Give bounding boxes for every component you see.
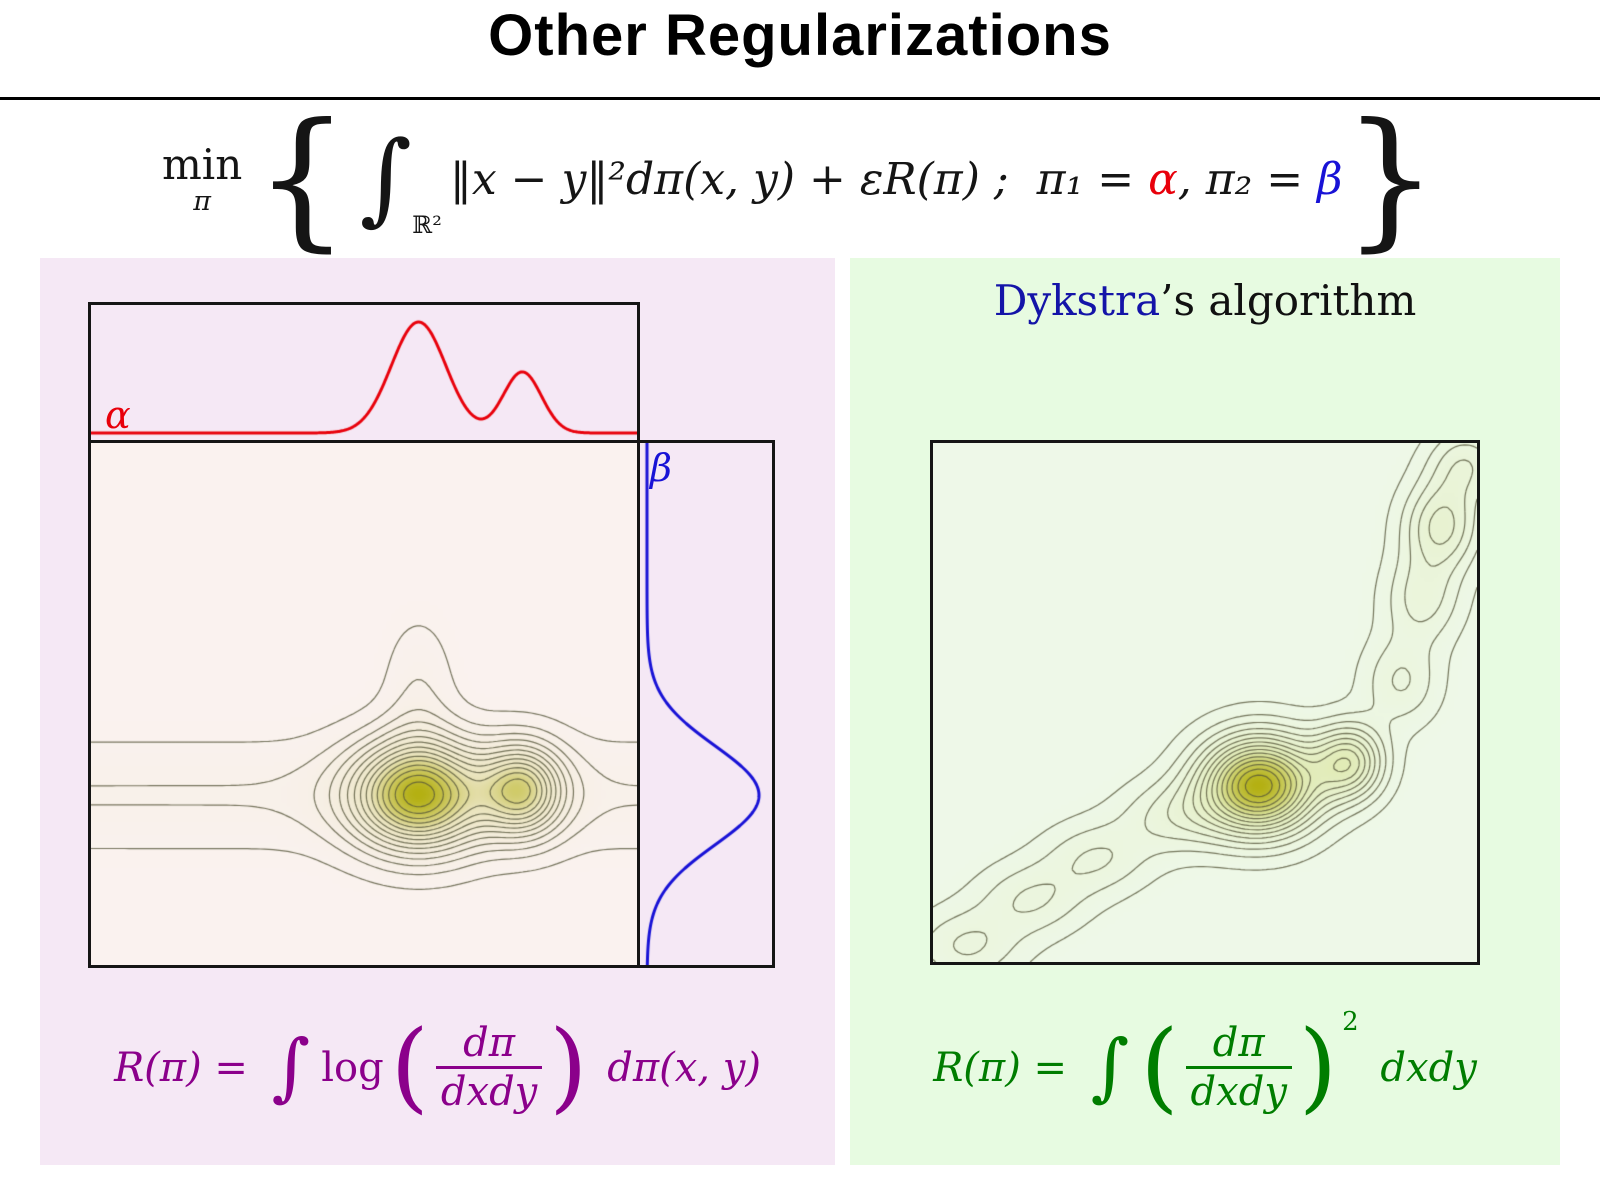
entropic-regularization-panel: α β R(π) = ∫ log ( dπ dxdy ) dπ(x, y) [40, 258, 835, 1165]
alpha-symbol: α [1148, 153, 1178, 205]
integral-sign: ∫ [271, 1024, 311, 1111]
dykstra-name: Dykstra [993, 276, 1161, 325]
slide-title: Other Regularizations [488, 3, 1112, 68]
objective-body: ‖x − y‖²dπ(x, y) + εR(π) ; π₁ = [449, 153, 1149, 205]
constraint-mid: , π₂ = [1177, 153, 1318, 205]
dykstra-plot-box [930, 440, 1480, 965]
main-objective-formula: min π { ∫ ℝ² ‖x − y‖²dπ(x, y) + εR(π) ; … [0, 102, 1600, 256]
min-subscript-pi: π [193, 185, 211, 217]
title-divider [0, 97, 1600, 100]
density-fraction: dπ dxdy [435, 1020, 543, 1115]
entropy-regularizer-formula: R(π) = ∫ log ( dπ dxdy ) dπ(x, y) [40, 1000, 835, 1135]
left-paren: ( [1140, 1009, 1179, 1124]
regularizer-lhs: R(π) = [933, 1044, 1080, 1091]
dykstra-contour-plot [933, 443, 1477, 962]
integral-operator: ∫ ℝ² [359, 119, 442, 240]
right-paren: ) [1298, 1009, 1338, 1124]
integral-domain: ℝ² [412, 211, 442, 239]
integral-sign: ∫ [359, 119, 412, 236]
alpha-marginal-plot [91, 305, 637, 440]
right-paren: ) [549, 1009, 588, 1124]
min-operator: min π [161, 139, 243, 217]
fraction-numerator: dπ [1212, 1020, 1265, 1066]
right-brace: } [1342, 91, 1439, 266]
dykstra-heading: Dykstra’s algorithm [850, 276, 1560, 325]
exponent-two: 2 [1342, 1006, 1359, 1037]
left-paren: ( [390, 1009, 429, 1124]
left-brace: { [254, 91, 350, 266]
beta-label: β [650, 446, 672, 490]
quadratic-regularization-panel: Dykstra’s algorithm R(π) = ∫ ( dπ dxdy )… [850, 258, 1560, 1165]
alpha-marginal-box: α [88, 302, 640, 443]
dykstra-heading-rest: ’s algorithm [1160, 276, 1417, 325]
fraction-denominator: dxdy [435, 1066, 543, 1115]
regularizer-tail: dxdy [1367, 1044, 1477, 1091]
alpha-label: α [105, 393, 131, 437]
min-word: min [161, 139, 243, 189]
quadratic-regularizer-formula: R(π) = ∫ ( dπ dxdy ) 2 dxdy [850, 1000, 1560, 1135]
joint-density-box [88, 440, 640, 968]
regularizer-lhs: R(π) = [114, 1044, 261, 1091]
beta-marginal-box: β [637, 440, 775, 968]
regularizer-tail: dπ(x, y) [594, 1044, 761, 1091]
joint-density-contour-plot [91, 443, 637, 965]
beta-marginal-plot [640, 443, 772, 965]
integral-sign: ∫ [1090, 1024, 1130, 1111]
density-fraction: dπ dxdy [1185, 1020, 1292, 1115]
fraction-numerator: dπ [463, 1020, 516, 1066]
beta-symbol: β [1317, 153, 1343, 205]
fraction-denominator: dxdy [1185, 1066, 1292, 1115]
log-operator: log [321, 1044, 384, 1091]
